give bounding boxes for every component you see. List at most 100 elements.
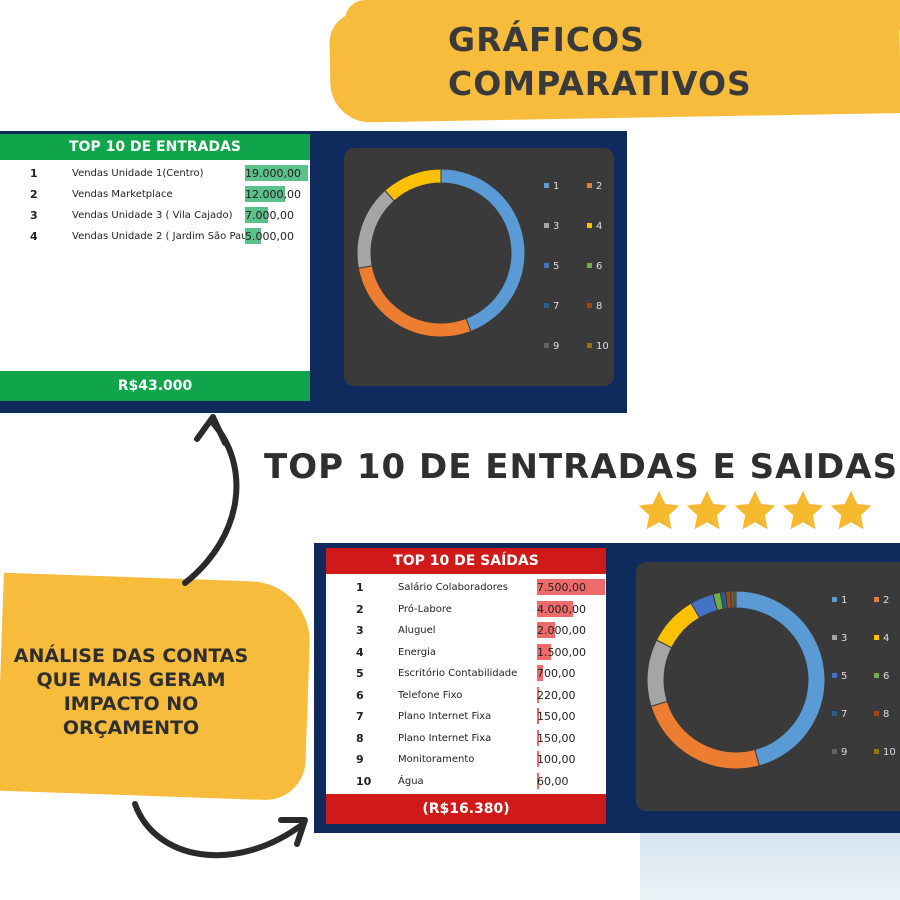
entradas-total: R$43.000 xyxy=(0,371,310,401)
row-value-bar xyxy=(245,228,262,244)
donut-slice-1 xyxy=(735,590,826,767)
donut-slice-2 xyxy=(357,265,472,338)
row-rank: 5 xyxy=(356,667,364,680)
row-name: Salário Colaboradores xyxy=(398,582,508,593)
analysis-caption: ANÁLISE DAS CONTAS QUE MAIS GERAM IMPACT… xyxy=(6,644,256,740)
background-fade xyxy=(640,833,900,900)
donut-slice-3 xyxy=(646,639,673,708)
legend-swatch xyxy=(587,303,592,308)
legend-label: 9 xyxy=(841,747,847,758)
row-rank: 3 xyxy=(30,209,38,222)
table-row: 6 Telefone Fixo 220,00 xyxy=(326,685,606,707)
row-rank: 1 xyxy=(356,581,364,594)
row-name: Vendas Unidade 3 ( Vila Cajado) xyxy=(72,210,233,221)
saidas-total: (R$16.380) xyxy=(326,794,606,824)
analysis-line-1: ANÁLISE DAS CONTAS xyxy=(13,645,249,667)
star-icon xyxy=(734,490,776,530)
legend-label: 8 xyxy=(596,301,602,312)
legend-label: 6 xyxy=(596,261,602,272)
row-value: 150,00 xyxy=(537,710,576,723)
legend-label: 7 xyxy=(841,709,847,720)
entradas-donut-svg: 1 2 3 4 5 6 7 8 9 10 xyxy=(356,168,609,352)
legend-label: 10 xyxy=(883,747,896,758)
legend-label: 1 xyxy=(841,595,847,606)
table-row: 3 Vendas Unidade 3 ( Vila Cajado) 7.000,00 xyxy=(0,205,310,226)
row-name: Vendas Unidade 1(Centro) xyxy=(72,168,204,179)
legend-swatch xyxy=(832,635,837,640)
legend-label: 4 xyxy=(883,633,889,644)
row-name: Energia xyxy=(398,646,436,658)
saidas-panel: TOP 10 DE SAÍDAS 1 Salário Colaboradores 7… xyxy=(314,543,900,833)
analysis-line-2: QUE MAIS GERAM xyxy=(36,669,226,691)
legend-swatch xyxy=(587,223,592,228)
legend-swatch xyxy=(874,635,879,640)
legend-swatch xyxy=(874,597,879,602)
legend-swatch xyxy=(544,343,549,348)
row-value: 220,00 xyxy=(537,688,576,702)
row-value: 7.000,00 xyxy=(245,209,294,222)
saidas-donut-chart: 1 2 3 4 5 6 7 8 9 10 xyxy=(636,562,900,811)
row-name: Água xyxy=(398,775,424,787)
row-rank: 10 xyxy=(356,774,372,788)
legend-swatch xyxy=(832,711,837,716)
entradas-panel: TOP 10 DE ENTRADAS 1 Vendas Unidade 1(Cen… xyxy=(0,131,627,413)
table-row: 9 Monitoramento 100,00 xyxy=(326,749,606,771)
star-icon xyxy=(686,490,728,530)
row-value-bar xyxy=(245,207,269,223)
row-value-bar xyxy=(537,643,551,660)
row-rank: 1 xyxy=(30,167,38,180)
page-title-line-2: COMPARATIVOS xyxy=(448,64,752,103)
legend-swatch xyxy=(587,183,592,188)
row-value: 150,00 xyxy=(537,731,576,745)
table-row: 10 Água 60,00 xyxy=(326,771,606,793)
table-row: 3 Aluguel 2.000,00 xyxy=(326,620,606,642)
analysis-line-3: IMPACTO NO xyxy=(63,693,199,715)
legend-label: 3 xyxy=(553,221,559,232)
table-row: 2 Pró-Labore 4.000,00 xyxy=(326,599,606,621)
row-name: Escritório Contabilidade xyxy=(398,668,518,679)
legend-label: 2 xyxy=(596,181,602,192)
row-rank: 3 xyxy=(356,624,364,637)
legend-swatch xyxy=(544,263,549,268)
row-value: 4.000,00 xyxy=(537,602,586,616)
legend-label: 5 xyxy=(841,671,847,682)
table-row: 2 Vendas Marketplace 12.000,00 xyxy=(0,184,310,205)
row-value-bar xyxy=(537,600,574,617)
row-value-bar xyxy=(245,186,285,202)
rating-stars xyxy=(636,488,874,534)
star-icon xyxy=(782,490,824,530)
row-name: Plano Internet Fixa xyxy=(398,732,492,744)
row-value: 700,00 xyxy=(537,667,576,680)
legend-label: 4 xyxy=(596,221,602,232)
row-rank: 2 xyxy=(356,602,364,616)
row-name: Vendas Unidade 2 ( Jardim São Paulo) xyxy=(72,231,261,242)
row-rank: 8 xyxy=(356,731,364,745)
row-value-bar xyxy=(537,772,539,789)
entradas-table-title: TOP 10 DE ENTRADAS xyxy=(0,134,310,160)
legend-label: 7 xyxy=(553,301,559,312)
row-value: 60,00 xyxy=(537,774,569,788)
saidas-table: TOP 10 DE SAÍDAS 1 Salário Colaboradores 7… xyxy=(326,548,606,824)
row-rank: 4 xyxy=(30,230,38,243)
donut-slice-10 xyxy=(733,590,737,609)
row-rank: 2 xyxy=(30,188,38,201)
saidas-table-title: TOP 10 DE SAÍDAS xyxy=(326,548,606,574)
donut-slice-4 xyxy=(655,602,701,649)
legend-label: 10 xyxy=(596,341,609,352)
legend-swatch xyxy=(874,711,879,716)
row-value-bar xyxy=(537,622,556,638)
table-row: 7 Plano Internet Fixa 150,00 xyxy=(326,706,606,728)
legend-swatch xyxy=(544,303,549,308)
row-name: Telefone Fixo xyxy=(398,689,463,701)
row-value-bar xyxy=(245,165,308,181)
table-row: 5 Escritório Contabilidade 700,00 xyxy=(326,663,606,685)
row-name: Plano Internet Fixa xyxy=(398,711,492,722)
analysis-line-4: ORÇAMENTO xyxy=(62,717,200,739)
donut-slice-3 xyxy=(356,189,395,269)
donut-slice-2 xyxy=(650,700,760,770)
row-value: 7.500,00 xyxy=(537,581,586,594)
legend-swatch xyxy=(832,673,837,678)
row-value-bar xyxy=(537,686,540,703)
row-value-bar xyxy=(537,751,539,767)
legend-swatch xyxy=(874,673,879,678)
